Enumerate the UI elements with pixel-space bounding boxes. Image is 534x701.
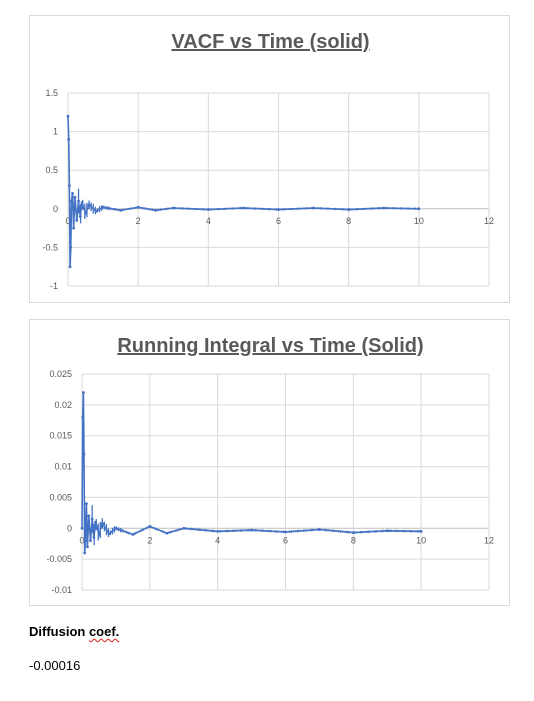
diffusion-coef-label: Diffusion coef. [29,624,119,639]
x-tick-label: 8 [346,216,351,226]
diffusion-label-text: Diffusion [29,624,89,639]
y-tick-label: -0.5 [42,242,58,252]
data-point [85,502,88,505]
data-point [80,526,84,530]
y-tick-label: -0.01 [51,585,72,595]
data-point [83,539,87,543]
diffusion-coef-value: -0.00016 [29,658,81,673]
x-tick-label: 6 [283,535,288,545]
data-point [68,265,72,269]
y-tick-label: 1 [53,127,58,137]
vacf-chart: VACF vs Time (solid) 1.5 1 0.5 0 -0.5 -1 0 2 4 6 8 1… [29,15,510,303]
x-tick-label: 8 [351,535,356,545]
y-tick-label: 1.5 [45,88,58,98]
data-point [75,218,79,222]
running-integral-chart-svg: Running Integral vs Time (Solid) 0.025 0.0… [46,335,494,595]
data-point [69,246,73,249]
x-tick-label: 2 [147,535,152,545]
y-tick-label: -0.005 [46,554,72,564]
x-tick-label: 4 [206,216,211,226]
x-tick-label: 10 [414,216,424,226]
y-tick-label: 0.005 [49,492,72,502]
data-point [86,545,89,549]
vacf-chart-svg: VACF vs Time (solid) 1.5 1 0.5 0 -0.5 -1 0 2 4 6 8 1… [42,31,494,291]
y-tick-label: 0.025 [49,369,72,379]
data-point [66,114,70,118]
x-tick-label: 2 [136,216,141,226]
y-tick-label: 0 [53,204,58,214]
y-tick-label: 0.01 [54,462,72,472]
x-tick-label: 4 [215,535,220,545]
x-tick-label: 6 [276,216,281,226]
data-point [68,184,71,188]
y-tick-label: -1 [50,281,58,291]
data-point [87,514,91,518]
series-line-0 [67,116,419,267]
x-tick-label: 10 [416,535,426,545]
data-point [81,415,85,419]
x-tick-label: 0 [79,535,84,545]
y-tick-label: 0.015 [49,431,72,441]
y-tick-label: 0 [67,523,72,533]
data-point [67,137,71,141]
running-integral-chart: Running Integral vs Time (Solid) 0.025 0.0… [29,319,510,606]
x-tick-label: 12 [484,216,494,226]
x-tick-label: 0 [65,216,70,226]
data-point [417,207,421,211]
data-point [73,195,77,199]
chart-title-1: VACF vs Time (solid) [171,31,369,53]
chart-title-2: Running Integral vs Time (Solid) [117,335,423,357]
data-point [71,191,74,195]
data-point [72,226,76,230]
data-point [419,529,423,533]
diffusion-label-marked: coef. [88,624,120,639]
data-point [70,199,73,203]
data-point [81,391,85,394]
data-point [83,551,87,555]
x-tick-label: 12 [484,535,494,545]
y-tick-label: 0.02 [54,400,72,410]
data-point [89,539,92,543]
y-tick-label: 0.5 [45,165,58,175]
data-point [82,452,86,456]
